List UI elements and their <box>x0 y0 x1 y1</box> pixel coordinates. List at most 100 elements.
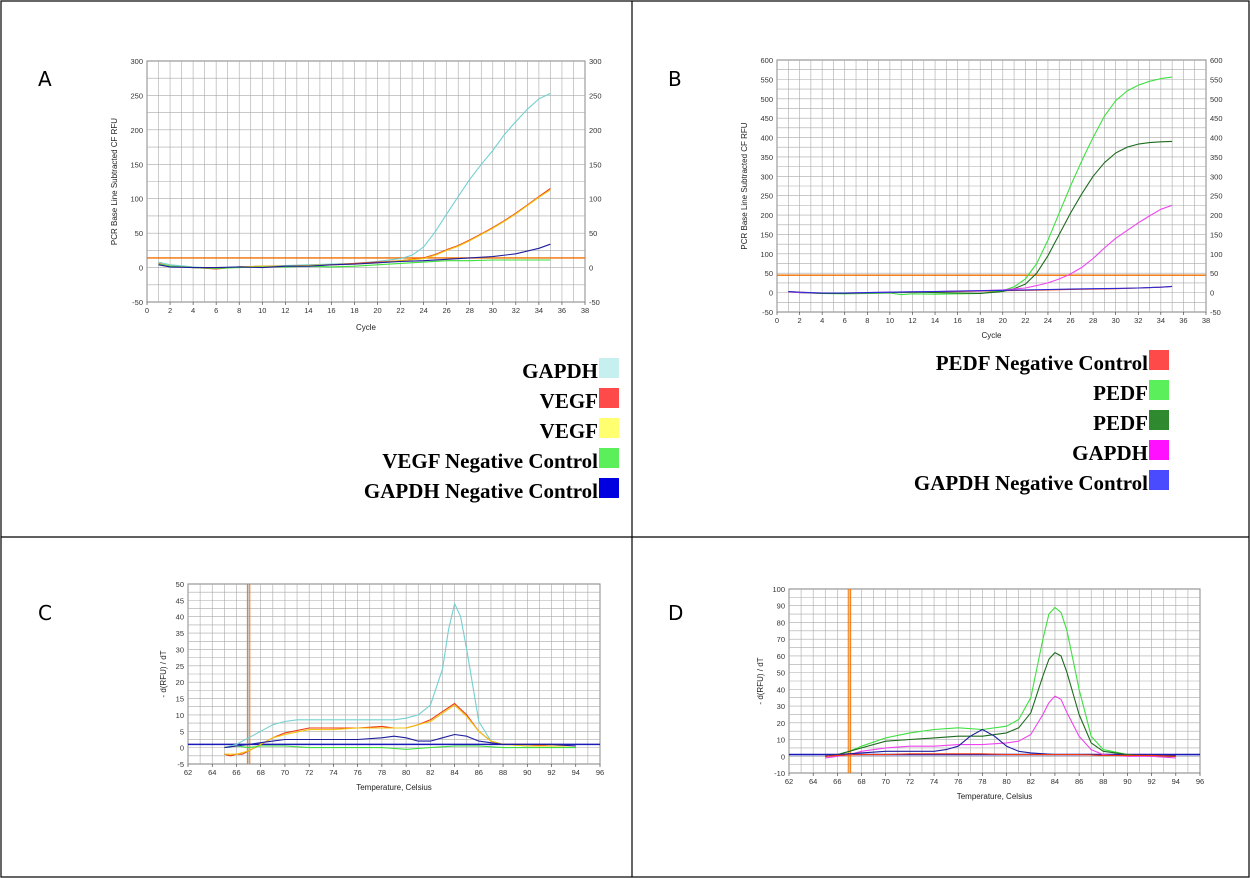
y-tick-label-right: 0 <box>1210 289 1214 298</box>
x-tick-label: 12 <box>281 306 289 315</box>
y-tick-label: 50 <box>176 580 184 589</box>
y-tick-label-right: 0 <box>589 264 593 273</box>
grid-d <box>788 588 1201 774</box>
legend-label: PEDF Negative Control <box>936 351 1148 375</box>
x-tick-label: 76 <box>954 777 962 786</box>
panel-letter-b: B <box>668 67 682 91</box>
y-tick-label: 150 <box>760 230 773 239</box>
x-tick-label: 62 <box>785 777 793 786</box>
y-tick-label: 0 <box>769 289 773 298</box>
panel-letter-a: A <box>38 67 52 91</box>
y-tick-label-right: 50 <box>1210 269 1218 278</box>
y-tick-label: -5 <box>177 760 184 769</box>
x-tick-label: 12 <box>908 316 916 325</box>
x-tick-label: 2 <box>168 306 172 315</box>
y-tick-label-right: 250 <box>589 91 602 100</box>
x-tick-label: 8 <box>237 306 241 315</box>
x-tick-label: 4 <box>820 316 824 325</box>
legend-panel-b: PEDF Negative Control PEDF PEDF GAPDH GAPDH … <box>914 350 1169 495</box>
panel-letter-d: D <box>668 601 683 625</box>
y-tick-label: 15 <box>176 695 184 704</box>
x-tick-label: 84 <box>450 768 458 777</box>
y-tick-label: 30 <box>176 645 184 654</box>
y-tick-label-right: 300 <box>1210 172 1223 181</box>
y-tick-label-right: 50 <box>589 229 597 238</box>
legend-swatch <box>599 388 619 408</box>
y-tick-label-right: 100 <box>589 195 602 204</box>
x-tick-label: 86 <box>1075 777 1083 786</box>
y-tick-label: -50 <box>762 308 773 317</box>
x-tick-label: 20 <box>373 306 381 315</box>
x-tick-label: 86 <box>475 768 483 777</box>
series-line <box>158 259 551 269</box>
x-tick-label: 78 <box>378 768 386 777</box>
legend-swatch <box>1149 440 1169 460</box>
x-tick-label: 14 <box>304 306 312 315</box>
y-tick-label: 40 <box>176 613 184 622</box>
y-tick-label: 500 <box>760 95 773 104</box>
x-tick-label: 28 <box>466 306 474 315</box>
x-tick-label: 80 <box>402 768 410 777</box>
x-tick-label: 8 <box>865 316 869 325</box>
x-tick-label: 36 <box>1179 316 1187 325</box>
x-axis-label: Cycle <box>356 323 377 332</box>
x-tick-label: 38 <box>581 306 589 315</box>
legend-swatch <box>1149 410 1169 430</box>
series-line <box>825 606 1176 757</box>
y-tick-label: 50 <box>777 669 785 678</box>
x-tick-label: 36 <box>558 306 566 315</box>
y-tick-label: 100 <box>130 195 143 204</box>
y-tick-label: 20 <box>777 719 785 728</box>
y-axis-label: PCR Base Line Subtracted CF RFU <box>740 122 749 249</box>
legend-swatch <box>1149 380 1169 400</box>
y-tick-label-right: 200 <box>1210 211 1223 220</box>
x-tick-label: 84 <box>1051 777 1059 786</box>
y-tick-label: 90 <box>777 602 785 611</box>
x-tick-label: 34 <box>535 306 543 315</box>
y-tick-label: 20 <box>176 678 184 687</box>
x-tick-label: 30 <box>1112 316 1120 325</box>
y-tick-label: 300 <box>130 57 143 66</box>
y-tick-label: 200 <box>130 126 143 135</box>
y-tick-label: 50 <box>765 269 773 278</box>
legend-swatch <box>599 418 619 438</box>
legend-label: GAPDH <box>522 359 598 383</box>
x-tick-label: 18 <box>976 316 984 325</box>
y-tick-label: 40 <box>777 685 785 694</box>
y-tick-label-right: -50 <box>589 298 600 307</box>
x-tick-label: 6 <box>843 316 847 325</box>
legend-swatch <box>599 448 619 468</box>
y-tick-label-right: 450 <box>1210 114 1223 123</box>
y-tick-label: 35 <box>176 629 184 638</box>
y-tick-label: 0 <box>139 264 143 273</box>
x-tick-label: 90 <box>523 768 531 777</box>
x-tick-label: 68 <box>257 768 265 777</box>
x-tick-label: 72 <box>305 768 313 777</box>
x-tick-label: 80 <box>1002 777 1010 786</box>
x-tick-label: 4 <box>191 306 195 315</box>
x-tick-label: 22 <box>1021 316 1029 325</box>
x-tick-label: 32 <box>1134 316 1142 325</box>
x-tick-label: 18 <box>350 306 358 315</box>
y-tick-label: 25 <box>176 662 184 671</box>
x-tick-label: 24 <box>1044 316 1052 325</box>
chart-panel-b: 0 2 4 6 8 10 12 14 16 18 20 22 24 26 28 30 32 34 36 38-50 -5… <box>740 56 1223 340</box>
legend-label: VEGF <box>540 389 598 413</box>
x-tick-label: 62 <box>184 768 192 777</box>
x-tick-label: 0 <box>145 306 149 315</box>
x-tick-label: 70 <box>281 768 289 777</box>
y-tick-label: 300 <box>760 172 773 181</box>
x-tick-label: 94 <box>1172 777 1180 786</box>
y-tick-label: 30 <box>777 702 785 711</box>
x-tick-label: 76 <box>353 768 361 777</box>
x-tick-label: 16 <box>953 316 961 325</box>
y-tick-label: 250 <box>760 192 773 201</box>
y-tick-label: 70 <box>777 635 785 644</box>
x-tick-label: 26 <box>1066 316 1074 325</box>
y-tick-label-right: 600 <box>1210 56 1223 65</box>
y-tick-label-right: 250 <box>1210 192 1223 201</box>
x-tick-label: 24 <box>419 306 427 315</box>
legend-swatch <box>599 358 619 378</box>
x-tick-label: 10 <box>886 316 894 325</box>
x-tick-label: 66 <box>833 777 841 786</box>
